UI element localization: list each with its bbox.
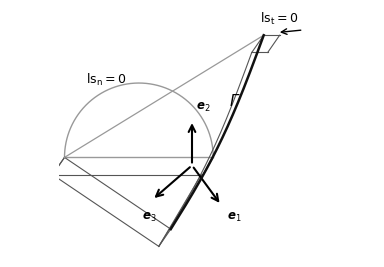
Text: Γ: Γ bbox=[229, 94, 238, 109]
Text: $\boldsymbol{e}_3$: $\boldsymbol{e}_3$ bbox=[142, 210, 157, 224]
Text: $\boldsymbol{e}_1$: $\boldsymbol{e}_1$ bbox=[227, 210, 241, 224]
Text: $\boldsymbol{e}_2$: $\boldsymbol{e}_2$ bbox=[196, 100, 210, 113]
Text: $\mathrm{ls_n = 0}$: $\mathrm{ls_n = 0}$ bbox=[86, 72, 126, 88]
Text: $\mathrm{ls_t = 0}$: $\mathrm{ls_t = 0}$ bbox=[260, 11, 298, 27]
